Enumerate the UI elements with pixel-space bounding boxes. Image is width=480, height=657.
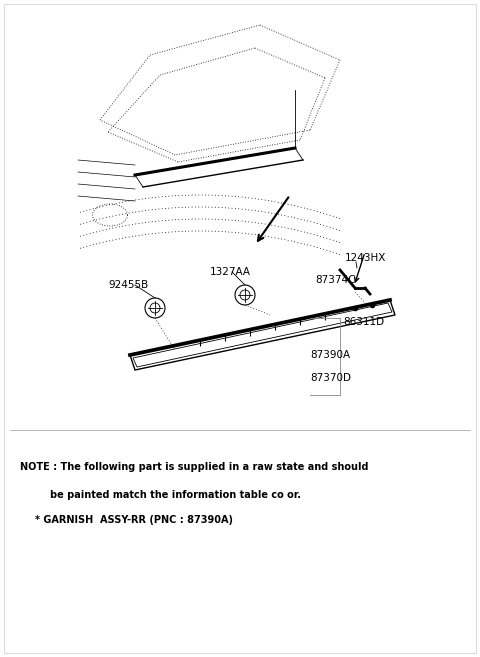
Text: 87374C: 87374C — [315, 275, 356, 285]
Text: 87390A: 87390A — [310, 350, 350, 360]
Text: 1327AA: 1327AA — [210, 267, 251, 277]
Text: 86311D: 86311D — [343, 317, 384, 327]
Text: 87370D: 87370D — [310, 373, 351, 383]
Text: 1243HX: 1243HX — [345, 253, 386, 263]
Text: NOTE : The following part is supplied in a raw state and should: NOTE : The following part is supplied in… — [20, 462, 369, 472]
Text: 92455B: 92455B — [108, 280, 148, 290]
Text: * GARNISH  ASSY-RR (PNC : 87390A): * GARNISH ASSY-RR (PNC : 87390A) — [35, 515, 233, 525]
Text: be painted match the information table co or.: be painted match the information table c… — [50, 490, 301, 500]
